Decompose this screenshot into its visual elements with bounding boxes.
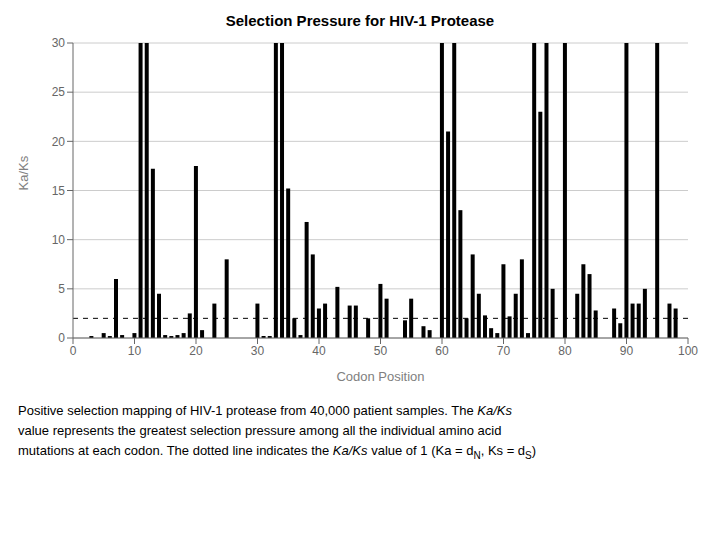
svg-text:80: 80 [558,344,572,358]
svg-text:30: 30 [251,344,265,358]
svg-text:5: 5 [58,282,65,296]
svg-text:25: 25 [52,85,66,99]
svg-text:10: 10 [52,233,66,247]
svg-text:20: 20 [189,344,203,358]
svg-text:90: 90 [620,344,634,358]
svg-text:30: 30 [52,36,66,50]
svg-text:50: 50 [374,344,388,358]
html-text:Positive selection mapping of: Positive selection mapping of HIV-1 prot… [18,403,512,418]
html-text:value represents the greatest: value represents the greatest selection … [18,423,502,438]
svg-text:100: 100 [678,344,698,358]
html-text:mutations at each codon. The d: mutations at each codon. The dotted line… [18,443,537,461]
svg-text:60: 60 [435,344,449,358]
svg-text:Codon Position: Codon Position [336,369,424,384]
svg-text:70: 70 [497,344,511,358]
svg-text:15: 15 [52,184,66,198]
svg-text:0: 0 [70,344,77,358]
html-text:Selection Pressure for HIV-1 P: Selection Pressure for HIV-1 Protease [225,12,495,29]
svg-text:40: 40 [312,344,326,358]
svg-text:Ka/Ks: Ka/Ks [16,155,31,190]
svg-text:10: 10 [128,344,142,358]
svg-text:20: 20 [52,135,66,149]
svg-text:0: 0 [58,331,65,345]
